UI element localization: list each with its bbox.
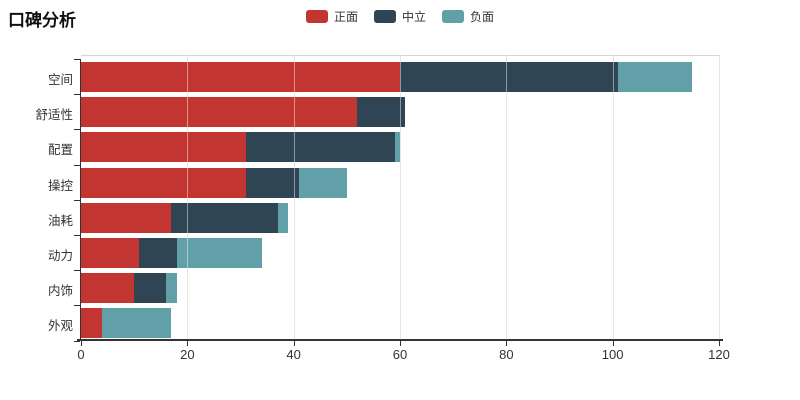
bar-segment[interactable] (81, 308, 103, 339)
y-axis-tick (74, 270, 80, 272)
x-axis-tick-label: 120 (708, 347, 730, 362)
category-label: 动力 (47, 249, 73, 263)
legend-item-negative[interactable]: 负面 (442, 8, 494, 25)
bar-segment[interactable] (139, 238, 177, 268)
y-axis-tick (74, 340, 80, 342)
category-label: 外观 (47, 319, 73, 334)
y-axis-tick (74, 164, 80, 166)
y-axis-tick (74, 235, 80, 236)
gridline (612, 55, 614, 339)
gridline-overlay (612, 55, 614, 339)
bar-segment[interactable] (400, 62, 618, 92)
bar-segment[interactable] (81, 132, 246, 163)
x-axis-tick (400, 341, 401, 346)
bar-segment[interactable] (245, 167, 299, 198)
gridline-overlay (506, 55, 508, 339)
x-axis-tick (719, 341, 720, 346)
bar-segment[interactable] (176, 238, 262, 268)
legend-item-positive[interactable]: 正面 (305, 8, 358, 25)
x-axis-tick (187, 341, 189, 346)
legend-item-neutral[interactable]: 中立 (373, 8, 426, 25)
x-axis-tick-label: 20 (180, 347, 195, 362)
bar-segment[interactable] (81, 202, 172, 233)
bar-segment[interactable] (617, 62, 693, 92)
bar-segment[interactable] (81, 167, 246, 198)
y-axis-tick (74, 305, 80, 307)
category-label: 操控 (47, 178, 73, 193)
category-label: 舒适性 (35, 108, 73, 123)
bar-segment[interactable] (81, 238, 140, 268)
gridline (719, 55, 720, 339)
y-axis-line (80, 59, 81, 339)
bar-segment[interactable] (394, 132, 400, 163)
bar-segment[interactable] (245, 132, 395, 163)
x-axis-tick-label: 60 (392, 347, 408, 362)
bar-segment[interactable] (81, 273, 135, 304)
legend-swatch-positive-icon (305, 10, 328, 23)
bar-segment[interactable] (277, 202, 289, 233)
legend-swatch-negative-icon (442, 10, 464, 23)
gridline-overlay (187, 55, 189, 339)
legend-label-neutral: 中立 (401, 10, 426, 24)
category-label: 油耗 (47, 213, 73, 228)
x-axis-tick-label: 100 (601, 347, 624, 362)
y-axis-tick (74, 199, 80, 201)
category-label: 空间 (47, 73, 73, 87)
x-axis-tick-label: 0 (77, 347, 85, 362)
bar-segment[interactable] (171, 202, 278, 233)
x-axis-tick (612, 341, 614, 346)
x-axis-tick (81, 341, 82, 346)
gridline-overlay (719, 55, 720, 339)
legend-label-negative: 负面 (470, 10, 495, 24)
bar-segment[interactable] (166, 273, 177, 304)
bar-segment[interactable] (298, 167, 347, 198)
bar-segment[interactable] (134, 273, 167, 304)
x-axis-tick (506, 341, 508, 346)
gridline-overlay (400, 55, 401, 339)
y-axis-tick (74, 129, 80, 131)
legend-swatch-neutral-icon (373, 10, 396, 23)
bar-segment[interactable] (81, 62, 400, 92)
category-label: 内饰 (47, 284, 73, 299)
x-axis-tick-label: 80 (499, 347, 514, 362)
bar-segment[interactable] (357, 97, 406, 128)
chart-title: 口碑分析 (8, 11, 76, 30)
x-axis-line (77, 339, 723, 341)
legend: 正面 中立 负面 (0, 8, 800, 25)
category-label: 配置 (47, 143, 73, 158)
bar-segment[interactable] (81, 97, 358, 128)
y-axis-tick (74, 59, 80, 60)
bar-segment[interactable] (102, 308, 172, 339)
gridline (506, 55, 508, 339)
legend-label-positive: 正面 (333, 10, 358, 24)
y-axis-tick (74, 94, 80, 96)
x-axis-tick-label: 40 (286, 347, 301, 362)
x-axis-tick (293, 341, 295, 346)
gridline-overlay (293, 55, 295, 339)
gridline (400, 55, 401, 339)
